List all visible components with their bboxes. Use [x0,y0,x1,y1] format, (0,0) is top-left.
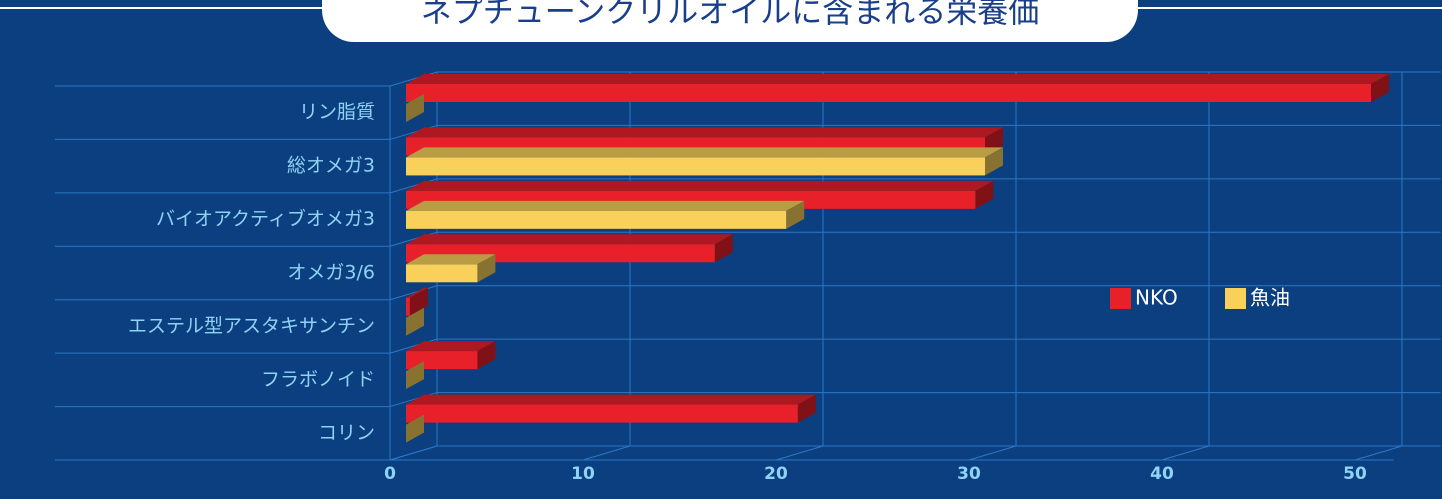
bar-side [1371,74,1389,102]
bar-side [714,234,733,263]
grid-line [1161,445,1210,461]
x-tick-label: 40 [1150,464,1174,484]
bar-top [406,127,1003,138]
bar-top [406,200,805,211]
y-tick-label: バイオアクティブオメガ3 [156,207,375,230]
bar-top [406,180,994,191]
title-box [322,0,1138,42]
legend-swatch [1110,288,1131,309]
bar-front [406,404,798,423]
legend-label: 魚油 [1250,286,1290,310]
bar-front [406,210,787,229]
bar [406,361,424,390]
y-tick-label: リン脂質 [299,101,375,123]
bar [406,147,1003,176]
bar [406,254,496,283]
x-tick-label: 10 [571,464,595,484]
x-tick-label: 50 [1343,464,1367,484]
bar [406,414,424,443]
bar-front [406,84,1371,102]
y-tick-label: フラボノイド [261,368,375,390]
bar [406,394,816,423]
bar-side [406,414,424,443]
bar [406,234,733,263]
bar-side [477,341,496,370]
bar [406,287,428,316]
grid-line [389,445,438,461]
chart-title: ネプチューンクリルオイルに含まれる栄養価 [421,0,1039,31]
legend-swatch [1225,288,1246,309]
bar-side [975,180,994,209]
bar-top [406,234,733,245]
x-tick-label: 30 [957,464,981,484]
x-tick-label: 0 [384,464,396,484]
bar [406,307,424,336]
x-tick-label: 20 [764,464,788,484]
bar-side [797,394,816,423]
bar-side [406,361,424,390]
legend-label: NKO [1135,286,1178,310]
bar-top [406,341,496,352]
y-tick-label: エステル型アスタキサンチン [128,315,375,337]
bar-side [406,94,424,122]
bar-top [406,147,1003,158]
bar-top [406,254,496,265]
y-tick-label: 総オメガ3 [287,155,375,177]
bar-top [406,287,428,298]
bar-side [477,254,496,283]
bar-side [409,287,428,316]
row-line [389,285,438,301]
grid-line [775,445,824,461]
bar-top [406,74,1389,84]
bar-front [406,157,985,176]
grid-line [582,445,631,461]
bar [406,94,424,122]
bar-front [406,297,410,316]
y-tick-label: コリン [318,422,375,444]
bar-side [406,307,424,336]
y-tick-label: オメガ3/6 [287,262,375,284]
bar-side [786,200,805,229]
grid-line [968,445,1017,461]
bar [406,200,805,229]
bar-top [406,394,816,405]
bar-front [406,264,478,283]
bar [406,74,1389,102]
bar-side [985,147,1003,176]
grid-line [1354,445,1403,461]
